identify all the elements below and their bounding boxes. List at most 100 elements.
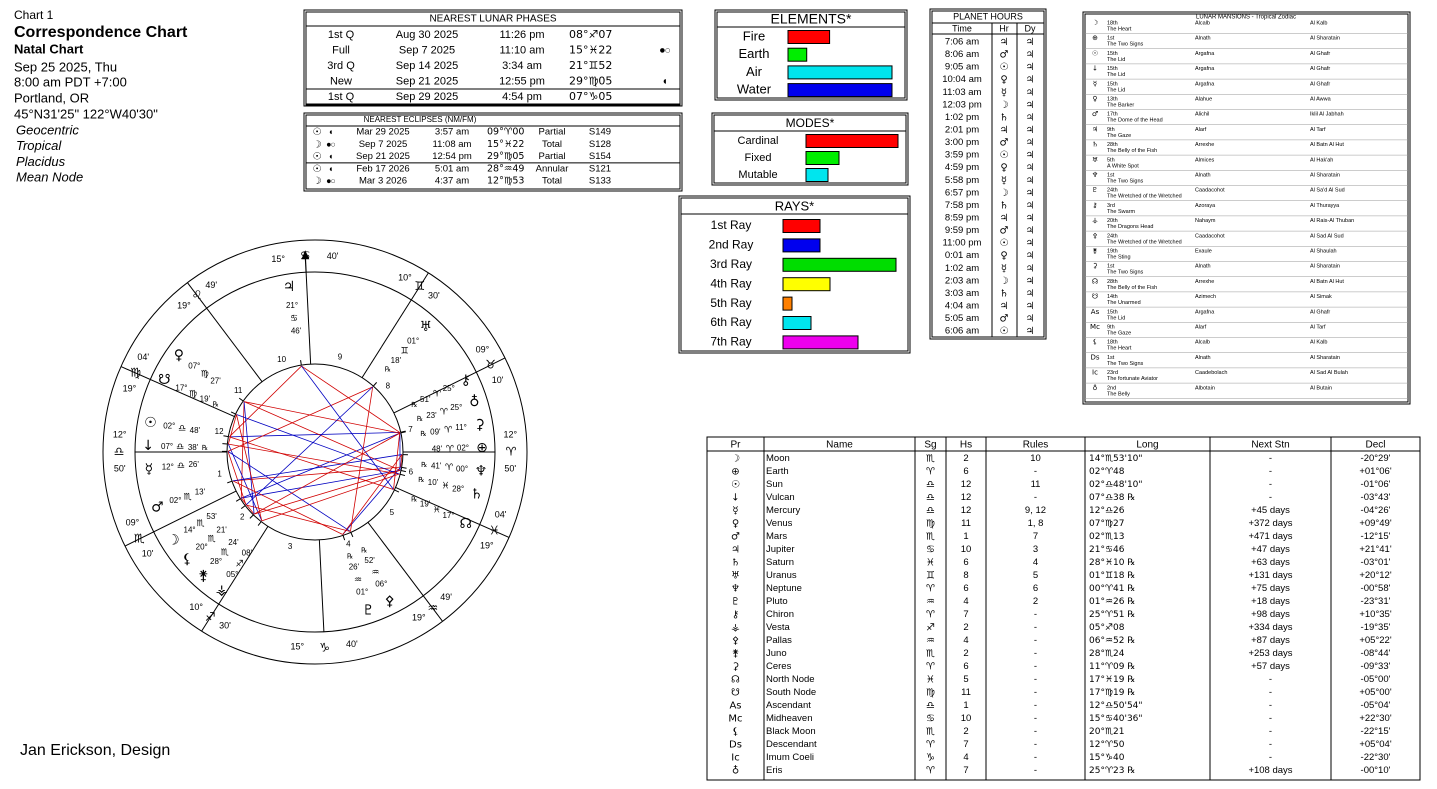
mansion-number: 15th <box>1107 81 1118 87</box>
cusp-sign: ♓ <box>489 523 500 537</box>
eclipses-title: NEAREST ECLIPSES (NM/FM) <box>364 115 477 124</box>
mansion-number: 18th <box>1107 20 1118 26</box>
aspect-line <box>229 365 302 438</box>
hour-glyph: ☽ <box>1000 276 1009 287</box>
lunar-phases-box-inner <box>305 11 681 105</box>
header-line: 8:00 am PDT +7:00 <box>14 74 127 89</box>
wheel-minute: 24' <box>228 538 239 547</box>
date: Sep 21 2025 <box>396 75 458 87</box>
cell-name: North Node <box>766 674 815 685</box>
mansion-arabic: Al Awwa <box>1310 96 1332 102</box>
wheel-retro: ℞ <box>421 461 427 469</box>
mansion-name: Nahaym <box>1195 218 1216 224</box>
cell-glyph: ♀ <box>732 519 739 530</box>
cusp-min: 50' <box>114 463 126 473</box>
cell-sign: ♑ <box>926 753 935 764</box>
mansion-arabic: Al Hak'ah <box>1310 157 1333 163</box>
cell-next: - <box>1269 687 1272 698</box>
aspect-line <box>245 386 373 506</box>
mansion-name: Alnath <box>1195 172 1211 178</box>
bar-label: 4th Ray <box>710 276 751 290</box>
cell-sign: ♒ <box>926 636 935 647</box>
cell-long: 25°♈51 ℞ <box>1089 610 1135 620</box>
bar-label: 6th Ray <box>710 315 751 329</box>
cusp-sign: ♎ <box>114 445 125 459</box>
mansion-number: 1st <box>1107 172 1115 178</box>
cell-name: Black Moon <box>766 726 816 737</box>
mansion-name: Argafna <box>1195 66 1215 72</box>
mansion-glyph: ⚴ <box>1092 232 1097 240</box>
aspect-line <box>232 454 403 482</box>
wheel-retro: ℞ <box>202 444 208 452</box>
mansion-number: 23rd <box>1107 370 1118 376</box>
date: Sep 29 2025 <box>396 91 458 103</box>
lunar-mansions-box-inner <box>1084 13 1409 403</box>
mansion-name: Argafna <box>1195 51 1215 57</box>
mansion-arabic: Al Sad Al Sud <box>1310 233 1344 239</box>
wheel-degree: 21° <box>286 301 298 310</box>
mark: ◖ <box>330 166 333 172</box>
wheel-minute: 21' <box>216 526 227 535</box>
wheel-minute: 46' <box>291 327 302 336</box>
planet-tick <box>400 473 406 477</box>
mark: ◖ <box>330 130 333 136</box>
mansion-meaning: The Gaze <box>1107 330 1131 336</box>
cell-glyph: ♃ <box>731 545 740 556</box>
aspect-line <box>253 432 401 515</box>
cell-next: +45 days <box>1251 505 1290 516</box>
mansion-name: Alcalb <box>1195 20 1210 26</box>
mansion-meaning: A White Spot <box>1107 163 1139 169</box>
wheel-planet: ↓ <box>142 438 154 454</box>
column-header: Hr <box>999 23 1009 33</box>
mansion-meaning: The Heart <box>1107 346 1132 352</box>
time: 4:54 pm <box>502 91 542 103</box>
date: Mar 3 2026 <box>359 176 407 187</box>
wheel-planet: ☉ <box>144 415 157 431</box>
cell-name: Vulcan <box>766 492 795 503</box>
aspect-line <box>342 454 403 535</box>
cell-house: 6 <box>963 661 968 672</box>
mansion-glyph: As <box>1091 308 1100 316</box>
wheel-planet: ♇ <box>362 602 375 618</box>
cell-glyph: ♁ <box>732 765 739 777</box>
column-header: Long <box>1136 440 1158 451</box>
cell-glyph: Mc <box>728 714 742 725</box>
position: 12°♍53 <box>487 176 524 187</box>
mansion-arabic: Al Kalb <box>1310 340 1327 346</box>
wheel-minute: 10' <box>428 478 439 487</box>
cell-rules: - <box>1034 726 1037 737</box>
cell-next: - <box>1269 752 1272 763</box>
cell-name: South Node <box>766 687 816 698</box>
wheel-minute: 08' <box>242 548 253 557</box>
wheel-degree: 11° <box>455 423 467 432</box>
hour-time: 6:06 am <box>945 326 979 337</box>
mansion-name: Alarf <box>1195 127 1207 133</box>
cell-glyph: ☋ <box>731 688 740 699</box>
cell-sign: ♍ <box>926 519 935 530</box>
phase: Full <box>332 44 350 56</box>
cell-decl: -00°58' <box>1361 583 1391 594</box>
cusp-sign: ♍ <box>130 366 141 380</box>
bar-label: 5th Ray <box>710 296 751 310</box>
aspect-line <box>227 451 247 506</box>
mansion-number: 18th <box>1107 340 1118 346</box>
cell-long: 05°♐08 <box>1089 623 1125 633</box>
mansion-meaning: The Belly <box>1107 391 1130 397</box>
aspect-line <box>400 454 403 468</box>
mansion-glyph: ⚶ <box>1092 217 1098 225</box>
mansion-meaning: The Two Signs <box>1107 42 1144 48</box>
cell-house: 6 <box>963 583 968 594</box>
wheel-degree: 05° <box>226 570 238 579</box>
hour-glyph: ♃ <box>1026 75 1035 86</box>
cell-decl: -09°33' <box>1361 661 1391 672</box>
cell-house: 10 <box>961 544 972 555</box>
mansion-glyph: ⚵ <box>1092 247 1097 255</box>
cell-rules: - <box>1034 700 1037 711</box>
house-number: 9 <box>338 352 343 361</box>
wheel-sign: ♍ <box>189 389 197 399</box>
mansion-meaning: The Belly of the Fish <box>1107 285 1157 291</box>
cell-next: +131 days <box>1248 570 1292 581</box>
wheel-degree: 25° <box>450 403 462 412</box>
cell-glyph: ♄ <box>731 558 740 569</box>
cusp-sign: ♒ <box>428 601 439 615</box>
